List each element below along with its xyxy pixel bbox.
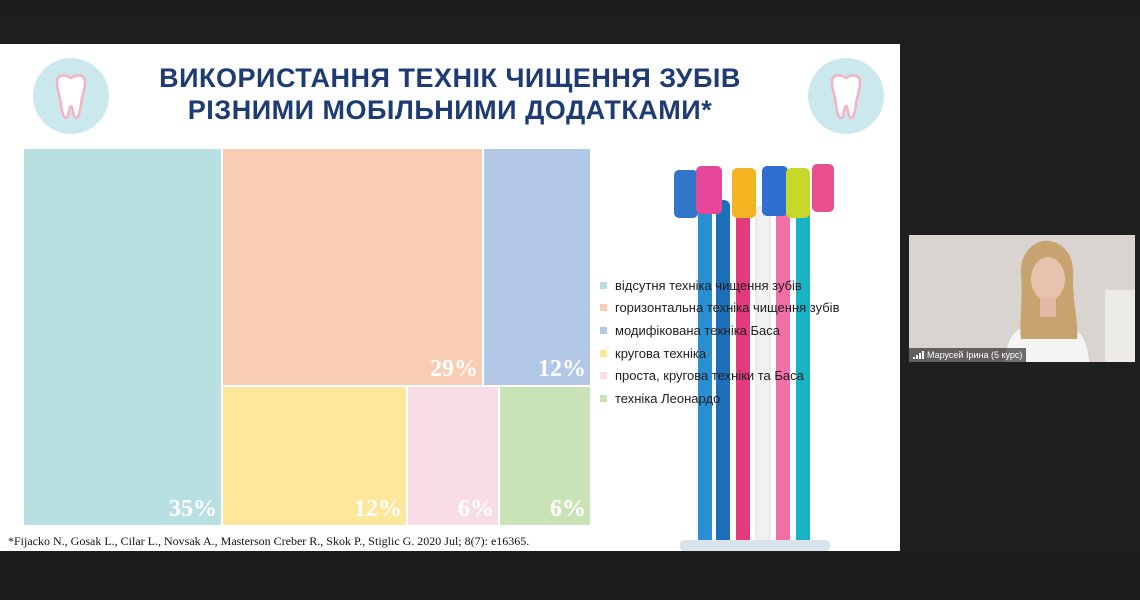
legend-swatch	[600, 349, 607, 357]
citation: *Fijacko N., Gosak L., Cilar L., Novsak …	[8, 534, 530, 548]
treemap-chart: 35% 29% 12% 12% 6% 6%	[0, 44, 900, 551]
legend-item: горизонтальна техніка чищення зубів	[600, 297, 839, 320]
legend-label: техніка Леонардо	[615, 390, 721, 406]
treemap-tile: 35%	[24, 149, 221, 525]
data-label: 6%	[550, 496, 586, 522]
participant-name-bar: Марусей Ірина (5 курс)	[909, 348, 1027, 362]
tooth-icon	[808, 58, 884, 134]
legend-item: відсутня техніка чищення зубів	[600, 274, 839, 297]
toothbrushes-photo	[674, 164, 834, 551]
data-label: 12%	[354, 496, 402, 522]
treemap-tile: 12%	[223, 387, 406, 525]
legend-label: модифікована техніка Баса	[615, 322, 781, 338]
treemap-tile: 6%	[408, 387, 498, 525]
legend-item: проста, кругова техніки та Баса	[600, 364, 839, 387]
legend-item: техніка Леонардо	[600, 387, 839, 410]
data-label: 12%	[538, 356, 586, 382]
signal-icon	[913, 351, 924, 359]
slide-title: ВИКОРИСТАННЯ ТЕХНІК ЧИЩЕННЯ ЗУБІВ РІЗНИМ…	[110, 62, 790, 126]
legend-label: горизонтальна техніка чищення зубів	[615, 300, 840, 316]
treemap-tile: 12%	[484, 149, 590, 385]
participant-video-tile[interactable]: Марусей Ірина (5 курс)	[909, 235, 1135, 362]
legend-swatch	[600, 326, 607, 334]
data-label: 35%	[169, 496, 217, 522]
legend-item: модифікована техніка Баса	[600, 319, 839, 342]
legend-label: відсутня техніка чищення зубів	[615, 277, 802, 293]
meeting-top-bar	[0, 0, 1140, 16]
treemap-tile: 6%	[500, 387, 590, 525]
slide-title-line-1: ВИКОРИСТАННЯ ТЕХНІК ЧИЩЕННЯ ЗУБІВ	[159, 63, 741, 93]
legend-swatch	[600, 394, 607, 402]
chart-legend: відсутня техніка чищення зубів горизонта…	[600, 274, 839, 410]
legend-label: кругова техніка	[615, 345, 707, 361]
legend-swatch	[600, 304, 607, 312]
meeting-bottom-bar	[0, 551, 1140, 600]
data-label: 29%	[430, 356, 478, 382]
participant-video	[909, 235, 1135, 362]
tooth-icon	[33, 58, 109, 134]
slide-title-line-2: РІЗНИМИ МОБІЛЬНИМИ ДОДАТКАМИ*	[187, 95, 713, 125]
participant-name: Марусей Ірина (5 курс)	[927, 350, 1023, 360]
legend-item: кругова техніка	[600, 342, 839, 365]
legend-swatch	[600, 372, 607, 380]
legend-label: проста, кругова техніки та Баса	[615, 368, 804, 384]
treemap-tile: 29%	[223, 149, 482, 385]
legend-swatch	[600, 281, 607, 289]
shared-slide: ВИКОРИСТАННЯ ТЕХНІК ЧИЩЕННЯ ЗУБІВ РІЗНИМ…	[0, 44, 900, 551]
data-label: 6%	[458, 496, 494, 522]
